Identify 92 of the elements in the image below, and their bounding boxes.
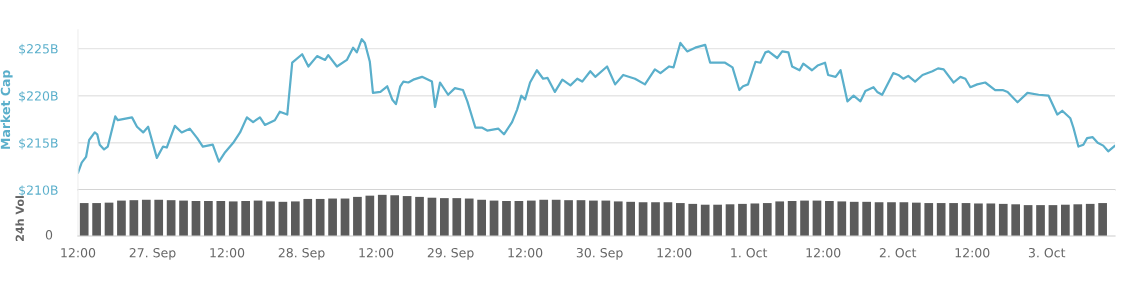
bar <box>204 201 213 236</box>
bar <box>750 203 760 236</box>
bar <box>166 200 176 236</box>
bar <box>986 203 996 236</box>
bar <box>911 202 921 236</box>
bar <box>290 201 300 236</box>
y-axis-title: Market Cap <box>0 70 13 149</box>
bar <box>1036 205 1045 236</box>
x-tick-label: 30. Sep <box>576 247 623 260</box>
bar <box>762 203 772 236</box>
x-tick-label: 12:00 <box>657 247 692 258</box>
bar <box>676 203 685 236</box>
bar <box>837 201 847 236</box>
bar <box>216 201 226 236</box>
bar <box>228 201 238 236</box>
bar <box>626 201 636 236</box>
bar <box>303 198 313 236</box>
x-tick-label: 3. Oct <box>1028 247 1066 258</box>
bar <box>899 202 909 236</box>
x-tick-label: 28. Sep <box>278 247 325 260</box>
bar <box>241 201 250 236</box>
bar <box>949 203 958 236</box>
bar <box>601 200 611 236</box>
bar <box>1073 204 1083 236</box>
bar <box>589 200 598 236</box>
bar <box>328 198 337 236</box>
y-tick-label: $215B <box>19 138 58 150</box>
bar <box>849 201 859 236</box>
bar <box>862 201 871 236</box>
bar <box>402 196 412 236</box>
bar <box>613 201 623 236</box>
bar <box>738 203 747 236</box>
x-tick-label: 12:00 <box>61 247 96 258</box>
bar <box>700 204 710 236</box>
bar <box>1085 203 1095 236</box>
bar <box>464 198 474 236</box>
bar <box>663 202 673 236</box>
bar <box>887 202 896 236</box>
bar <box>315 198 325 236</box>
bar <box>651 202 660 236</box>
bar <box>440 198 449 236</box>
bar <box>539 199 549 236</box>
bar <box>638 202 648 236</box>
x-tick-label: 12:00 <box>955 247 990 258</box>
bar <box>526 200 536 236</box>
bar <box>452 198 462 236</box>
bar <box>1061 204 1070 236</box>
bar <box>775 201 785 236</box>
x-tick-label: 12:00 <box>508 247 543 258</box>
bar <box>141 199 151 236</box>
bar <box>936 203 946 236</box>
bar <box>1048 205 1058 236</box>
bar <box>825 201 834 236</box>
bar <box>800 200 809 236</box>
bar <box>924 203 934 236</box>
bar <box>1023 205 1033 236</box>
bar <box>874 202 884 236</box>
bar <box>154 199 164 236</box>
y-tick-label: $210B <box>19 185 58 197</box>
bar <box>92 203 101 236</box>
x-tick-label: 12:00 <box>210 247 245 258</box>
bar <box>377 194 387 236</box>
bar <box>725 204 735 236</box>
bar <box>415 196 424 236</box>
bar <box>353 196 362 236</box>
bar <box>713 204 722 236</box>
bar <box>502 201 511 236</box>
bar <box>1098 203 1107 236</box>
x-tick-label: 1. Oct <box>731 247 768 258</box>
bar <box>477 199 486 236</box>
bar <box>179 200 188 236</box>
bar <box>961 203 971 236</box>
x-tick-label: 12:00 <box>806 247 841 258</box>
bar <box>564 200 573 236</box>
text: 0 <box>45 230 53 240</box>
y-axis-title: 24h Vol <box>15 196 24 241</box>
bar <box>576 200 586 236</box>
bar <box>688 203 698 236</box>
bar <box>117 200 126 236</box>
bar <box>266 201 275 236</box>
bar <box>974 203 983 236</box>
bar <box>79 203 89 236</box>
y-tick-label: $225B <box>19 43 58 56</box>
bar <box>1011 204 1021 236</box>
bar <box>390 195 400 236</box>
x-tick-label: 27. Sep <box>129 247 176 260</box>
bar <box>129 200 139 236</box>
x-tick-label: 12:00 <box>359 247 394 258</box>
x-tick-label: 2. Oct <box>879 247 917 258</box>
y-tick-label: $220B <box>19 90 58 103</box>
x-tick-label: 29. Sep <box>427 247 474 260</box>
bar <box>998 203 1008 236</box>
